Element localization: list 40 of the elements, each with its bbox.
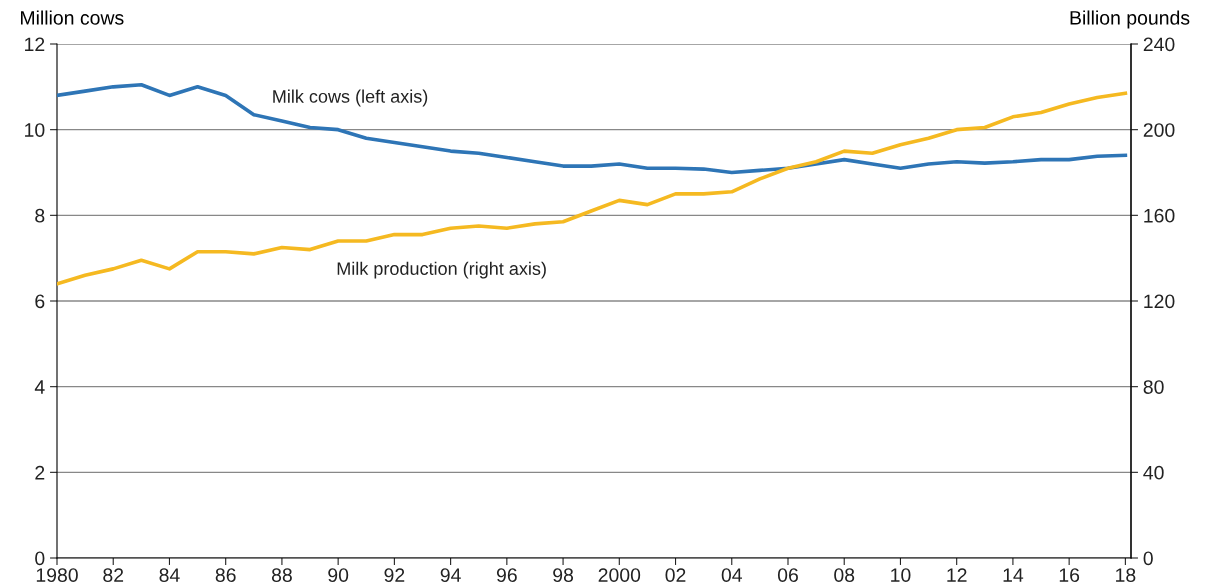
x-tick-label: 92 — [384, 568, 405, 582]
x-tick-label: 08 — [834, 568, 855, 582]
x-tick-label: 84 — [159, 568, 180, 582]
series-label: Milk production (right axis) — [337, 261, 546, 279]
x-tick-label: 98 — [553, 568, 574, 582]
x-tick-label: 86 — [215, 568, 236, 582]
x-tick-label: 16 — [1059, 568, 1080, 582]
x-tick-label: 88 — [271, 568, 292, 582]
x-tick-label: 1980 — [36, 568, 78, 582]
y2-tick-label: 0 — [1143, 551, 1153, 566]
y-tick-label: 2 — [35, 465, 45, 480]
x-tick-label: 12 — [947, 568, 967, 582]
x-tick-label: 90 — [328, 568, 349, 582]
y-tick-label: 10 — [25, 123, 45, 137]
x-tick-label: 02 — [665, 568, 686, 582]
series-label: Milk cows (left axis) — [273, 89, 428, 107]
y2-axis-title: Billion pounds — [1070, 10, 1190, 29]
x-tick-label: 96 — [496, 568, 517, 582]
y-axis-title: Million cows — [21, 10, 124, 25]
x-tick-label: 94 — [440, 568, 461, 582]
y-tick-label: 12 — [25, 37, 45, 52]
y2-tick-label: 200 — [1143, 123, 1175, 137]
y2-tick-label: 40 — [1143, 465, 1164, 480]
line-series — [57, 91, 1128, 286]
x-tick-label: 10 — [891, 568, 911, 582]
y-tick-label: 4 — [34, 380, 45, 394]
x-tick-label: 82 — [103, 568, 124, 582]
y-tick-label: 8 — [35, 208, 45, 223]
x-tick-label: 06 — [777, 568, 798, 582]
y2-tick-label: 160 — [1144, 208, 1175, 223]
y2-tick-label: 80 — [1143, 380, 1164, 394]
x-tick-label: 04 — [721, 568, 743, 582]
x-tick-label: 14 — [1003, 568, 1024, 582]
line-series — [57, 82, 1128, 175]
x-tick-label: 2000 — [598, 568, 641, 582]
y-tick-label: 0 — [35, 551, 45, 566]
y-tick-label: 6 — [35, 294, 45, 309]
y2-tick-label: 120 — [1144, 294, 1175, 309]
x-tick-label: 18 — [1116, 568, 1136, 582]
y2-tick-label: 240 — [1143, 37, 1175, 52]
